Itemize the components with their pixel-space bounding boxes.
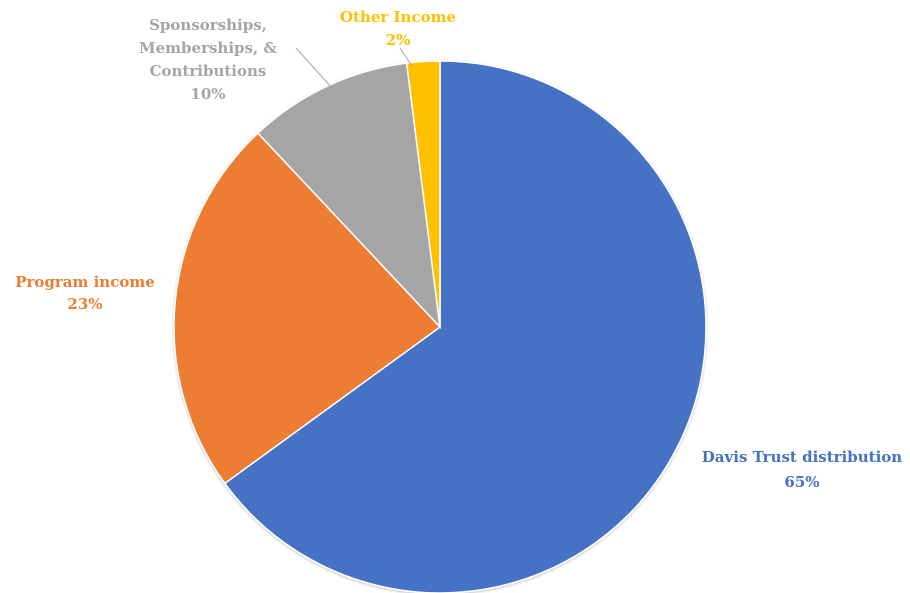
pie-slice-davis-trust-distribution <box>223 60 707 593</box>
pie-slice-other-income <box>405 60 441 328</box>
slice-label-davis-trust-distribution: Davis Trust distribution 65% <box>702 448 902 491</box>
pie-slice-sponsorships-memberships-contributions <box>256 62 442 330</box>
slice-label-program-income: Program income 23% <box>15 273 155 313</box>
slice-label-other-income: Other Income 2% <box>340 8 456 49</box>
slice-label-sponsorships-memberships-contributions: Sponsorships, Memberships, & Contributions… <box>139 16 277 103</box>
leader-line-sponsorships-memberships-contributions <box>295 47 333 89</box>
pie-slice-program-income <box>173 132 442 485</box>
leader-line-other-income <box>399 47 413 67</box>
